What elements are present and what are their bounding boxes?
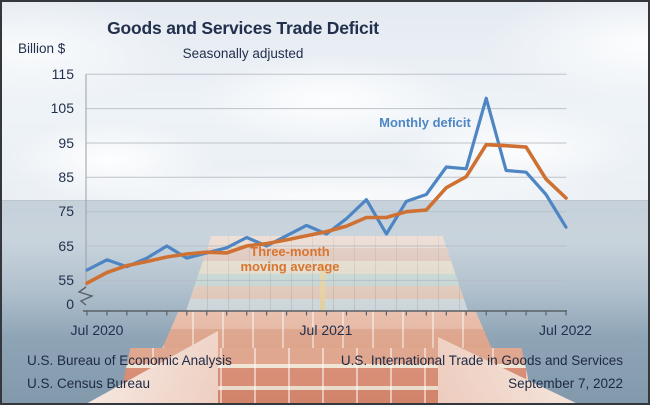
source-census: U.S. Census Bureau: [27, 376, 151, 391]
y-axis-unit-label: Billion $: [18, 41, 66, 56]
y-axis-tick-label: 0: [66, 295, 74, 312]
y-axis-tick-label: 85: [58, 168, 74, 185]
chart-title: Goods and Services Trade Deficit: [107, 18, 379, 38]
x-axis-tick-label: Jul 2020: [70, 322, 124, 338]
source-bea: U.S. Bureau of Economic Analysis: [27, 353, 232, 368]
y-axis-tick-label: 95: [58, 134, 74, 151]
y-axis-tick-label: 55: [58, 271, 74, 288]
monthly-deficit-series-label: Monthly deficit: [379, 115, 471, 130]
y-axis-tick-label: 65: [58, 237, 74, 254]
report-name: U.S. International Trade in Goods and Se…: [340, 353, 623, 368]
moving-average-label-line1: Three-month: [250, 244, 330, 259]
y-axis-break-squiggle: [77, 286, 94, 306]
chart-subtitle: Seasonally adjusted: [182, 46, 304, 61]
x-axis-tick-label: Jul 2022: [539, 322, 592, 338]
moving-average-label-line2: moving average: [240, 259, 340, 274]
x-axis-tick-label: Jul 2021: [299, 322, 353, 338]
moving-average-series-label: Three-month moving average: [232, 244, 348, 274]
report-date: September 7, 2022: [508, 376, 623, 391]
y-axis-tick-label: 115: [51, 65, 74, 82]
y-axis-tick-label: 105: [50, 100, 74, 117]
y-axis-tick-label: 75: [58, 203, 74, 220]
